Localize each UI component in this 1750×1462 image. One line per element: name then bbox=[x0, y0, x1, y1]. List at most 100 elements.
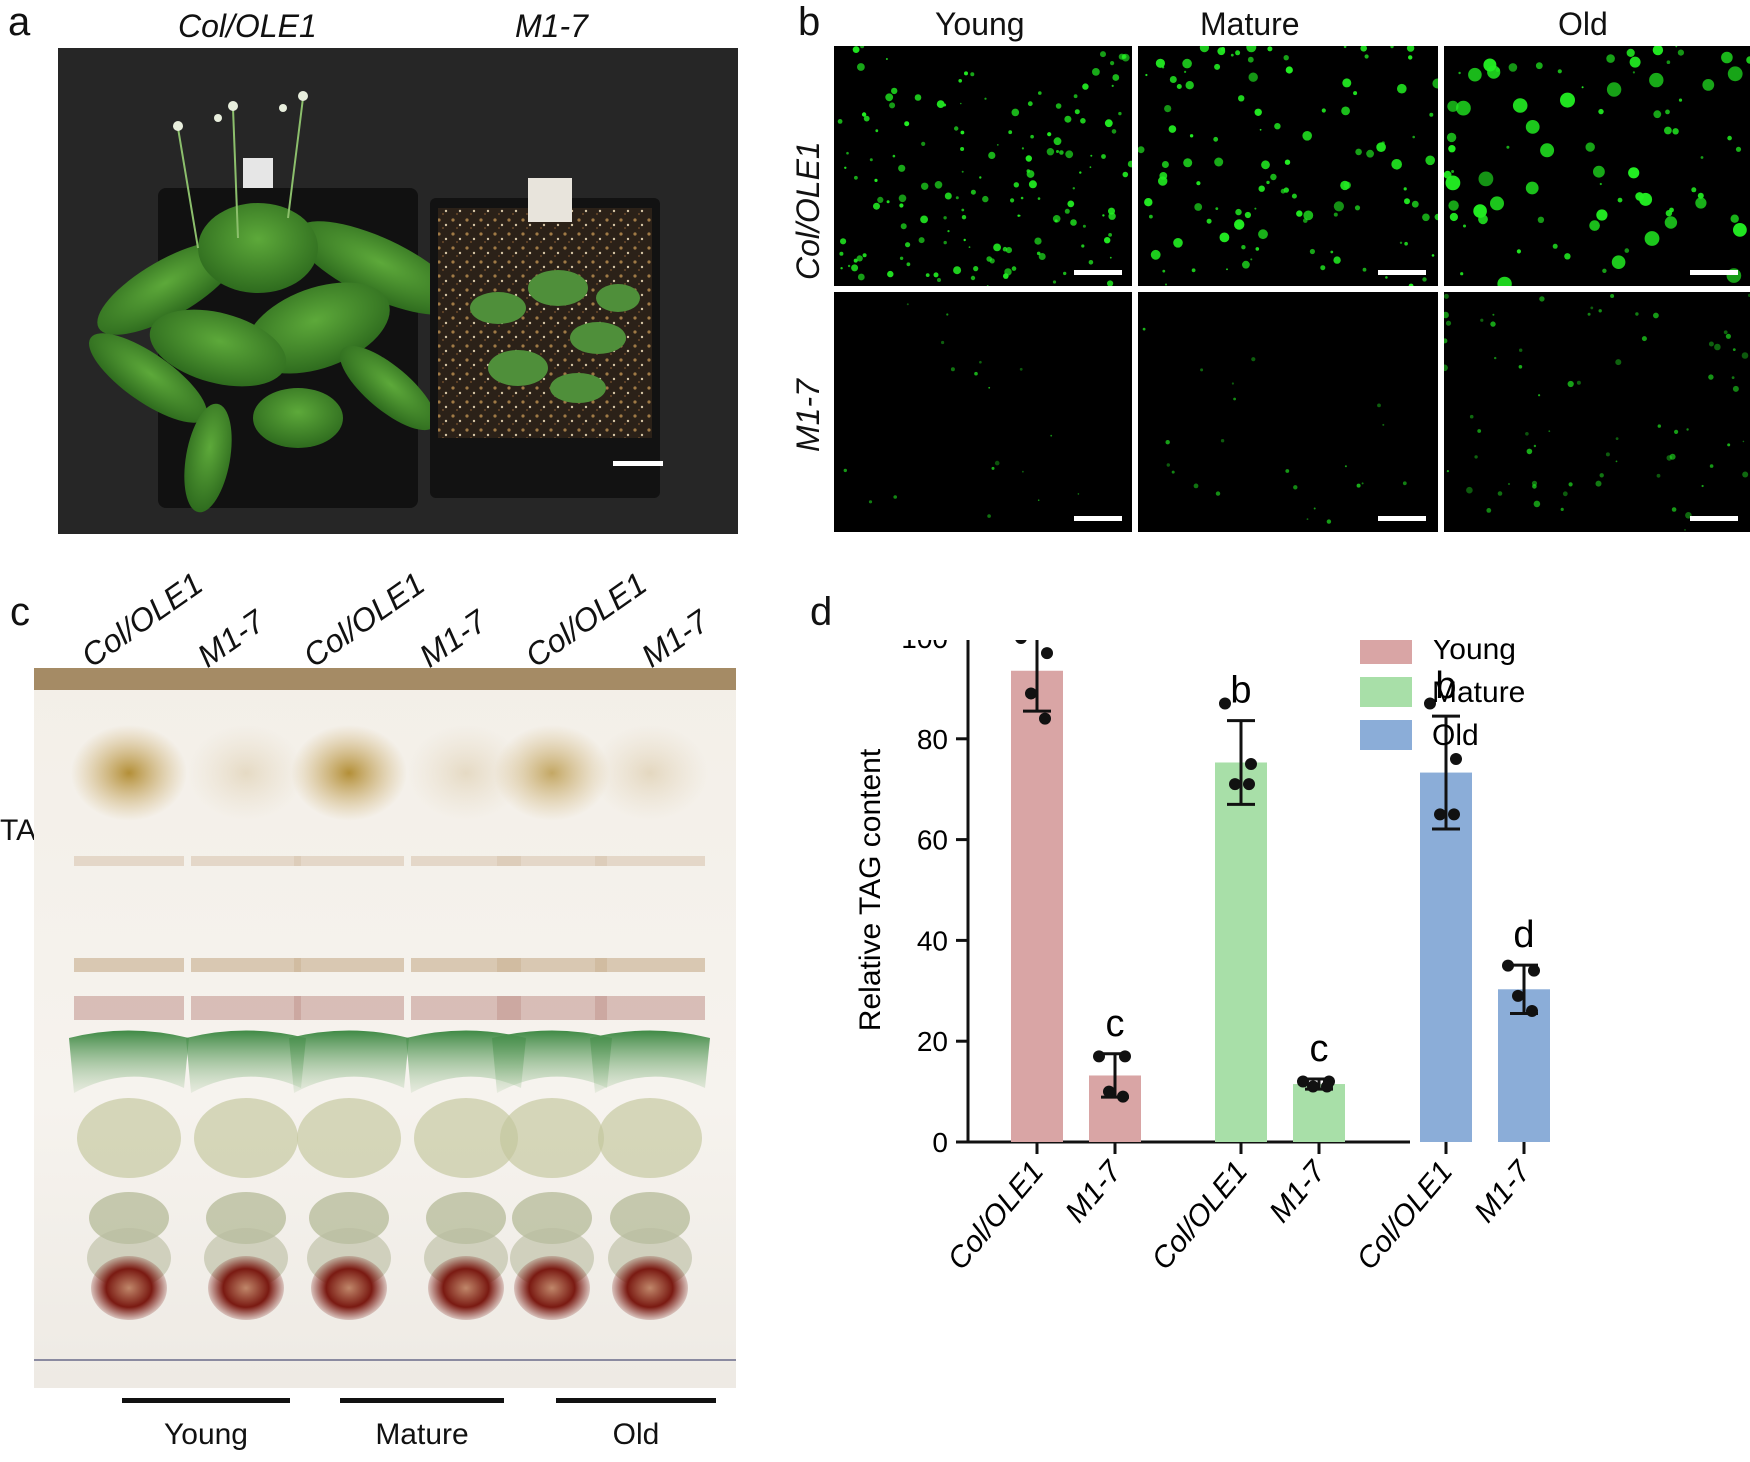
lipid-droplet bbox=[843, 468, 847, 473]
bar bbox=[1011, 670, 1063, 1142]
photo-col2-label: M1-7 bbox=[515, 8, 588, 44]
lipid-droplet bbox=[1047, 132, 1052, 137]
lipid-droplet bbox=[1576, 380, 1581, 385]
lipid-droplet bbox=[1404, 241, 1408, 246]
lipid-droplet bbox=[1081, 244, 1085, 248]
lipid-droplet bbox=[1665, 109, 1670, 115]
lipid-droplet bbox=[1215, 491, 1221, 496]
lipid-droplet bbox=[1220, 439, 1225, 443]
lipid-droplet bbox=[1165, 283, 1167, 286]
lipid-droplet bbox=[1360, 46, 1367, 52]
lipid-droplet bbox=[1353, 91, 1358, 96]
lipid-droplet bbox=[993, 243, 1001, 252]
lipid-droplet bbox=[1064, 115, 1072, 123]
lipid-droplet bbox=[1362, 267, 1367, 272]
lipid-droplet bbox=[1206, 218, 1212, 224]
lipid-droplet bbox=[1606, 54, 1615, 63]
lipid-droplet bbox=[1074, 109, 1080, 115]
lipid-droplet bbox=[1164, 105, 1172, 113]
significance-letter: b bbox=[1230, 670, 1251, 712]
lipid-droplet bbox=[1589, 220, 1600, 231]
lipid-droplet bbox=[994, 460, 1000, 466]
micro-panel bbox=[834, 292, 1132, 532]
lipid-droplet bbox=[1214, 63, 1221, 70]
legend-label: Young bbox=[1432, 640, 1516, 666]
lipid-droplet bbox=[1741, 352, 1749, 359]
lipid-droplet bbox=[1617, 197, 1623, 203]
lipid-droplet bbox=[1525, 432, 1529, 436]
lipid-droplet bbox=[1477, 429, 1482, 433]
lipid-droplet bbox=[1596, 209, 1608, 221]
lipid-droplet bbox=[877, 196, 884, 203]
lipid-droplet bbox=[863, 115, 870, 122]
lipid-droplet bbox=[1013, 182, 1019, 188]
lipid-droplet bbox=[1321, 108, 1326, 113]
lipid-droplet bbox=[1168, 125, 1177, 133]
lipid-droplet bbox=[1656, 473, 1661, 478]
micro-row-m17: M1-7 bbox=[790, 379, 826, 452]
lipid-droplet bbox=[1456, 100, 1471, 116]
lipid-droplet bbox=[1684, 529, 1686, 531]
lipid-droplet bbox=[851, 264, 859, 272]
lipid-droplet bbox=[1052, 280, 1057, 284]
y-tick-label: 20 bbox=[917, 1026, 948, 1057]
y-tick-label: 100 bbox=[901, 640, 948, 654]
y-tick-label: 60 bbox=[917, 825, 948, 856]
lipid-droplet bbox=[1235, 208, 1242, 216]
lipid-droplet bbox=[1293, 485, 1298, 490]
lipid-droplet bbox=[1046, 148, 1055, 156]
lipid-droplet bbox=[891, 87, 898, 95]
lipid-droplet bbox=[970, 72, 975, 77]
lipid-droplet bbox=[1568, 482, 1573, 487]
lipid-droplet bbox=[1038, 91, 1042, 95]
lipid-droplet bbox=[1730, 214, 1739, 223]
plant-photo bbox=[58, 48, 738, 534]
lipid-droplet bbox=[1064, 208, 1070, 214]
lipid-droplet bbox=[1258, 185, 1265, 192]
lipid-droplet bbox=[1158, 176, 1168, 186]
lipid-droplet bbox=[1632, 71, 1635, 74]
data-point bbox=[1015, 640, 1027, 644]
lipid-droplet bbox=[925, 273, 930, 277]
lipid-droplet bbox=[862, 253, 867, 258]
lipid-droplet bbox=[1639, 192, 1653, 206]
micro-col-mature: Mature bbox=[1200, 6, 1300, 42]
lipid-droplet bbox=[918, 237, 925, 244]
lipid-droplet bbox=[1605, 452, 1610, 457]
lipid-droplet bbox=[970, 189, 976, 195]
lipid-droplet bbox=[1602, 268, 1607, 273]
lipid-droplet bbox=[1434, 213, 1438, 221]
lipid-droplet bbox=[1494, 356, 1497, 360]
lipid-droplet bbox=[1063, 271, 1067, 276]
lipid-droplet bbox=[1270, 173, 1277, 181]
lipid-droplet bbox=[1408, 283, 1414, 286]
lipid-droplet bbox=[1723, 330, 1728, 335]
lipid-droplet bbox=[1166, 463, 1170, 467]
lipid-droplet bbox=[1532, 484, 1537, 489]
data-point bbox=[1307, 1080, 1319, 1093]
lipid-droplet bbox=[1552, 243, 1558, 249]
lipid-droplet bbox=[1585, 142, 1595, 152]
lipid-droplet bbox=[960, 102, 962, 105]
lipid-droplet bbox=[1150, 249, 1161, 260]
panel-a-label: a bbox=[8, 0, 31, 44]
lipid-droplet bbox=[1233, 397, 1236, 401]
lipid-droplet bbox=[1038, 253, 1046, 260]
lipid-droplet bbox=[840, 267, 843, 270]
lipid-droplet bbox=[1104, 237, 1111, 244]
lipid-droplet bbox=[1458, 71, 1461, 75]
lipid-droplet bbox=[1244, 211, 1251, 219]
lipid-droplet bbox=[970, 275, 976, 281]
lipid-droplet bbox=[1412, 135, 1415, 139]
lipid-droplet bbox=[1519, 348, 1523, 352]
lipid-droplet bbox=[852, 46, 860, 53]
lipid-droplet bbox=[1497, 491, 1503, 496]
lipid-droplet bbox=[1021, 147, 1024, 150]
lipid-droplet bbox=[1448, 200, 1459, 211]
lipid-droplet bbox=[1176, 84, 1182, 89]
lipid-droplet bbox=[1445, 175, 1461, 191]
data-point bbox=[1424, 697, 1436, 710]
lipid-droplet bbox=[1635, 312, 1639, 316]
lipid-droplet bbox=[1184, 70, 1187, 73]
lipid-droplet bbox=[898, 194, 907, 203]
